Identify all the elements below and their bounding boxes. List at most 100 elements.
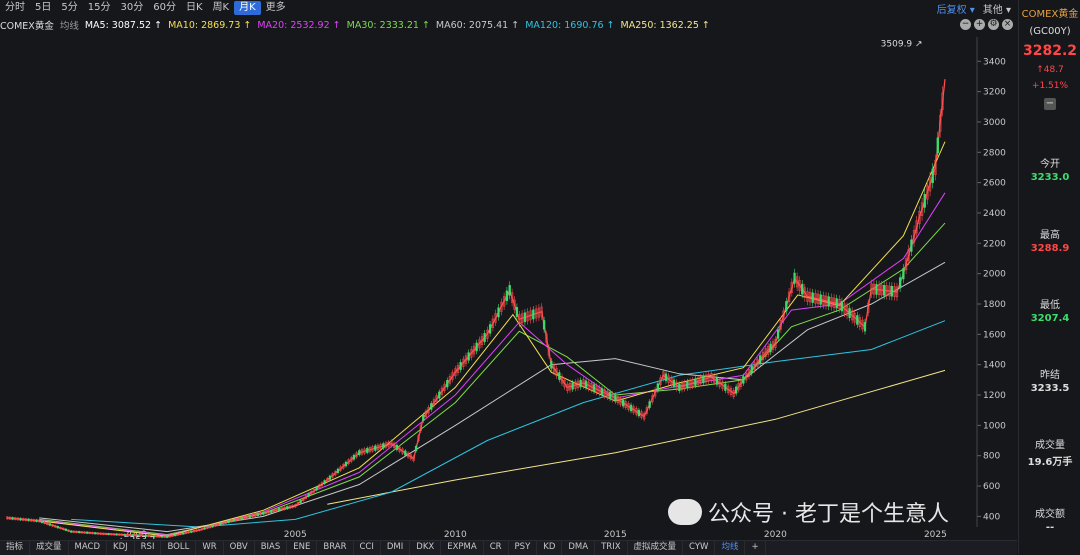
candle-body bbox=[22, 518, 25, 521]
indicator-tab[interactable]: 指标 bbox=[0, 541, 31, 555]
settings-icon[interactable]: ⚙ bbox=[988, 19, 999, 30]
candle-body bbox=[912, 230, 916, 243]
indicator-tab[interactable]: TRIX bbox=[595, 541, 628, 555]
ma-legend-item: MA120: 1690.76 ↑ bbox=[525, 19, 615, 31]
candle-body bbox=[540, 306, 543, 317]
timeframe-30分[interactable]: 30分 bbox=[120, 2, 144, 13]
close-icon[interactable]: × bbox=[1002, 19, 1013, 30]
candle-body bbox=[366, 447, 369, 453]
candle-body bbox=[520, 313, 524, 323]
candle-body bbox=[264, 511, 268, 515]
indicator-tab[interactable]: ENE bbox=[287, 541, 318, 555]
candle-body bbox=[67, 529, 70, 532]
indicator-tab[interactable]: + bbox=[745, 541, 766, 555]
indicator-tab[interactable]: 虚拟成交量 bbox=[628, 541, 684, 555]
timeframe-15分[interactable]: 15分 bbox=[87, 2, 111, 13]
candle-body bbox=[721, 381, 724, 389]
candle-body bbox=[374, 445, 377, 451]
indicator-tab[interactable]: MACD bbox=[69, 541, 108, 555]
timeframe-周K[interactable]: 周K bbox=[212, 2, 230, 13]
candle-body bbox=[803, 287, 806, 298]
candle-body bbox=[707, 373, 710, 382]
candle-body bbox=[824, 295, 828, 306]
candle-body bbox=[334, 471, 337, 476]
candle-body bbox=[32, 519, 36, 522]
candle-body bbox=[360, 449, 364, 455]
candle-body bbox=[696, 377, 700, 385]
indicator-tab[interactable]: DKX bbox=[410, 541, 442, 555]
candle-body bbox=[550, 360, 553, 369]
candle-body bbox=[256, 513, 260, 516]
candle-body bbox=[832, 297, 836, 308]
candle-body bbox=[662, 371, 665, 380]
candle-body bbox=[480, 336, 484, 346]
candle-body bbox=[915, 220, 918, 234]
candle-body bbox=[379, 444, 382, 450]
candle-body bbox=[310, 491, 313, 495]
candle-body bbox=[350, 457, 353, 462]
candle-body bbox=[858, 317, 862, 327]
ma-legend-bar: COMEX黄金 均线 MA5: 3087.52 ↑ MA10: 2869.73 ↑… bbox=[0, 17, 1017, 33]
candle-body bbox=[500, 301, 503, 312]
candle-body bbox=[315, 486, 318, 491]
quote-field-value: 3288.9 bbox=[1030, 243, 1070, 254]
candle-body bbox=[166, 535, 169, 538]
candle-body bbox=[555, 368, 558, 377]
indicator-tab[interactable]: CCI bbox=[354, 541, 381, 555]
indicator-kind[interactable]: 均线 bbox=[59, 21, 79, 32]
candle-body bbox=[614, 394, 617, 402]
candle-body bbox=[216, 523, 220, 526]
indicator-tab[interactable]: WR bbox=[196, 541, 224, 555]
zoom-in-icon[interactable]: + bbox=[974, 19, 985, 30]
indicator-tab[interactable]: KDJ bbox=[107, 541, 135, 555]
indicator-tab[interactable]: BIAS bbox=[255, 541, 288, 555]
candle-body bbox=[404, 450, 407, 456]
indicator-tab[interactable]: 均线 bbox=[715, 541, 746, 555]
candle-body bbox=[323, 480, 326, 485]
zoom-out-icon[interactable]: − bbox=[960, 19, 971, 30]
candle-body bbox=[771, 341, 775, 351]
toolbar-adjust-dropdown[interactable]: 后复权 ▾ bbox=[936, 4, 975, 16]
quote-field-label: 成交量 bbox=[1035, 440, 1065, 451]
indicator-tab[interactable]: BRAR bbox=[317, 541, 354, 555]
timeframe-月K[interactable]: 月K bbox=[234, 1, 261, 15]
indicator-tab[interactable]: DMI bbox=[381, 541, 411, 555]
indicator-tab[interactable]: EXPMA bbox=[441, 541, 484, 555]
indicator-tab[interactable]: OBV bbox=[224, 541, 255, 555]
indicator-tab[interactable]: RSI bbox=[135, 541, 162, 555]
candle-body bbox=[88, 531, 92, 534]
candle-body bbox=[574, 381, 577, 389]
indicator-tab[interactable]: CR bbox=[484, 541, 509, 555]
candle-body bbox=[571, 382, 574, 390]
candle-body bbox=[94, 532, 97, 535]
timeframe-60分[interactable]: 60分 bbox=[153, 2, 176, 13]
timeframe-5日[interactable]: 5日 bbox=[35, 2, 52, 13]
candle-body bbox=[510, 292, 514, 303]
indicator-tab[interactable]: DMA bbox=[562, 541, 596, 555]
x-tick-label: 2005 bbox=[284, 530, 307, 539]
indicator-tab[interactable]: KD bbox=[537, 541, 563, 555]
candle-body bbox=[534, 308, 538, 319]
indicator-tab[interactable]: 成交量 bbox=[30, 541, 69, 555]
timeframe-日K[interactable]: 日K bbox=[185, 2, 203, 13]
candle-body bbox=[642, 413, 646, 420]
candle-body bbox=[80, 531, 84, 534]
candle-body bbox=[923, 194, 926, 208]
candle-body bbox=[440, 387, 444, 395]
ma-legend-item: MA30: 2333.21 ↑ bbox=[346, 19, 430, 31]
timeframe-更多[interactable]: 更多 bbox=[265, 2, 286, 13]
y-tick-label: 1200 bbox=[983, 391, 1006, 401]
indicator-tab[interactable]: BOLL bbox=[161, 541, 197, 555]
indicator-tab[interactable]: PSY bbox=[509, 541, 538, 555]
quote-panel: COMEX黄金 (GC00Y) 3282.2 ↑48.7 +1.51% − 今开… bbox=[1018, 0, 1080, 554]
price-change: ↑48.7 bbox=[1036, 65, 1064, 75]
timeframe-分时[interactable]: 分时 bbox=[5, 2, 25, 13]
candle-body bbox=[513, 299, 516, 310]
timeframe-5分[interactable]: 5分 bbox=[61, 2, 78, 13]
quote-field-label: 最高 bbox=[1040, 230, 1060, 241]
collapse-icon[interactable]: − bbox=[1044, 98, 1056, 110]
indicator-tab[interactable]: CYW bbox=[683, 541, 716, 555]
candle-body bbox=[96, 532, 100, 535]
candle-body bbox=[24, 518, 28, 521]
toolbar-other-dropdown[interactable]: 其他 ▾ bbox=[982, 4, 1011, 16]
